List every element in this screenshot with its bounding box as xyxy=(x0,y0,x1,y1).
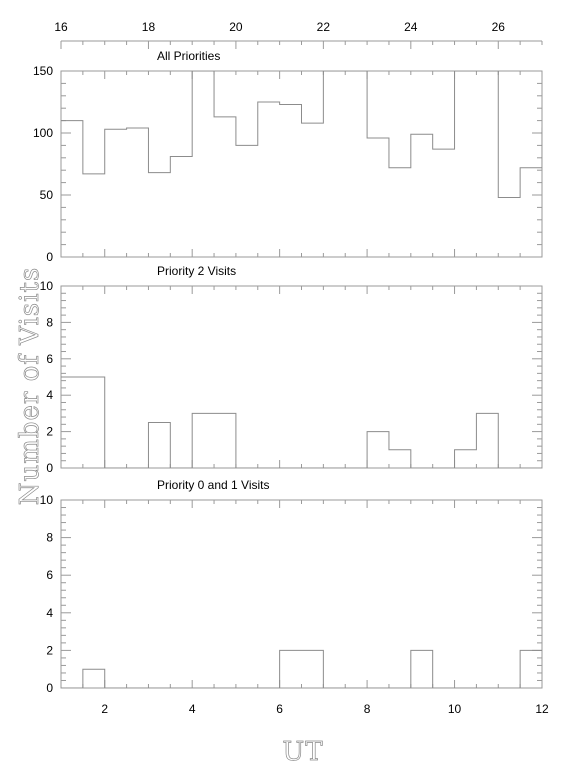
histogram-bin xyxy=(542,128,564,257)
histogram-bin xyxy=(389,450,411,468)
panel-y-tick-label: 100 xyxy=(33,126,53,140)
histogram-bin xyxy=(520,168,542,257)
panel: 0 50 100 150 All Priorities xyxy=(33,49,572,264)
histogram-bin xyxy=(542,650,564,688)
histogram-bin xyxy=(192,71,214,257)
panel: 0 2 4 6 8 10 Priority 0 and 1 Visits xyxy=(40,478,564,695)
histogram-series xyxy=(61,71,572,257)
panel-y-tick-label: 4 xyxy=(46,388,53,402)
histogram-series xyxy=(61,649,564,688)
panel-y-tick-label: 8 xyxy=(46,531,53,545)
panel-title: All Priorities xyxy=(157,49,220,63)
histogram-bin xyxy=(280,650,302,688)
top-axis-tick-label: 20 xyxy=(229,20,243,34)
panel-y-tick-label: 0 xyxy=(46,681,53,695)
histogram-bin xyxy=(148,173,170,257)
x-axis-label: UT xyxy=(282,737,323,762)
panel-title: Priority 0 and 1 Visits xyxy=(157,478,270,492)
histogram-bin xyxy=(411,134,433,257)
panel-y-tick-label: 8 xyxy=(46,315,53,329)
panel: 0 2 4 6 8 10 Priority 2 Visits xyxy=(40,264,543,475)
histogram-step-line xyxy=(61,71,542,198)
panel-y-tick-label: 2 xyxy=(46,425,53,439)
histogram-bin xyxy=(214,413,236,468)
histogram-bin xyxy=(148,423,170,469)
panel-y-tick-label: 10 xyxy=(40,493,54,507)
histogram-bin xyxy=(476,71,498,257)
histogram-bin xyxy=(61,377,83,468)
panel-title: Priority 2 Visits xyxy=(157,264,236,278)
panel-y-tick-label: 0 xyxy=(46,250,53,264)
histogram-bin xyxy=(411,650,433,688)
panel-y-tick-label: 2 xyxy=(46,643,53,657)
top-ut-axis: 16 18 20 22 24 26 xyxy=(54,20,543,49)
histogram-bin xyxy=(61,121,83,257)
histogram-bin xyxy=(83,377,105,468)
histogram-bin xyxy=(83,669,105,688)
histogram-bin xyxy=(236,145,258,257)
histogram-bin xyxy=(455,71,477,257)
top-axis-tick-label: 26 xyxy=(492,20,506,34)
histogram-step-line xyxy=(61,376,542,468)
panel-y-tick-label: 150 xyxy=(33,64,53,78)
bottom-axis-tick-label: 10 xyxy=(448,702,462,716)
histogram-bin xyxy=(214,117,236,257)
histogram-bin xyxy=(520,650,542,688)
histogram-bin xyxy=(389,168,411,257)
histogram-bin xyxy=(367,432,389,468)
histogram-bin xyxy=(280,104,302,257)
panel-y-tick-label: 6 xyxy=(46,352,53,366)
histogram-bin xyxy=(302,123,324,257)
histogram-bin xyxy=(192,413,214,468)
bottom-axis-tick-label: 6 xyxy=(276,702,283,716)
histogram-series xyxy=(61,376,542,469)
panel-y-tick-label: 4 xyxy=(46,606,53,620)
panel-y-tick-label: 50 xyxy=(40,188,54,202)
bottom-axis-tick-label: 12 xyxy=(535,702,549,716)
bottom-axis-tick-label: 4 xyxy=(189,702,196,716)
top-axis-tick-label: 24 xyxy=(404,20,418,34)
histogram-bin xyxy=(323,71,345,257)
histogram-bin xyxy=(433,149,455,257)
histogram-bin xyxy=(367,138,389,257)
panel-y-tick-label: 0 xyxy=(46,461,53,475)
bottom-axis-tick-label: 2 xyxy=(101,702,108,716)
top-axis-tick-label: 22 xyxy=(317,20,331,34)
histogram-bin xyxy=(476,413,498,468)
top-axis-tick-label: 16 xyxy=(54,20,68,34)
histogram-bin xyxy=(455,450,477,468)
panel-y-tick-label: 10 xyxy=(40,279,54,293)
histogram-bin xyxy=(170,157,192,257)
histogram-bin xyxy=(83,174,105,257)
histogram-bin xyxy=(345,71,367,257)
histogram-bin xyxy=(105,129,127,257)
bottom-axis-tick-label: 8 xyxy=(364,702,371,716)
bottom-ut-axis: 2 4 6 8 10 12 xyxy=(101,702,549,716)
histogram-bin xyxy=(127,128,149,257)
panel-frame xyxy=(60,285,543,469)
top-axis-tick-label: 18 xyxy=(142,20,156,34)
panel-y-tick-label: 6 xyxy=(46,568,53,582)
y-axis-label: Number of Visits xyxy=(15,267,45,506)
histogram-bin xyxy=(564,222,572,257)
histogram-bin xyxy=(258,102,280,257)
histogram-bin xyxy=(498,197,520,257)
histogram-bin xyxy=(302,650,324,688)
